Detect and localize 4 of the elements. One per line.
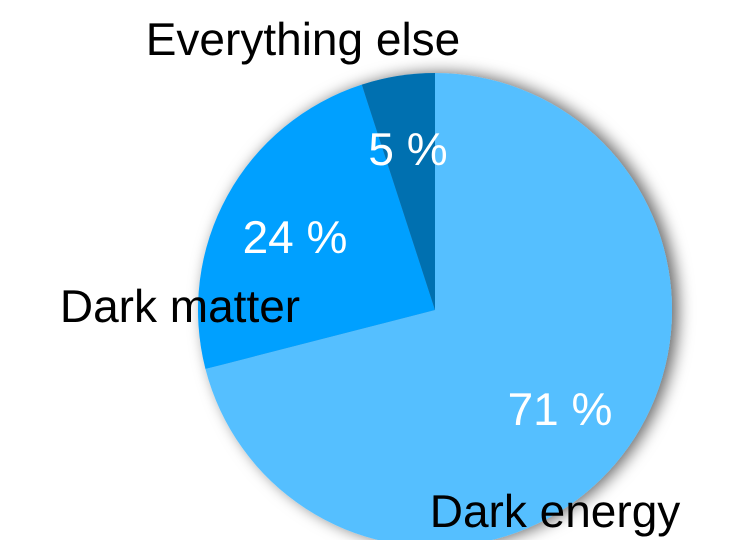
data-label: 24 % xyxy=(242,211,348,263)
data-label: 71 % xyxy=(508,383,612,435)
slice-label: Everything else xyxy=(146,13,460,65)
data-label: 5 % xyxy=(368,123,448,175)
